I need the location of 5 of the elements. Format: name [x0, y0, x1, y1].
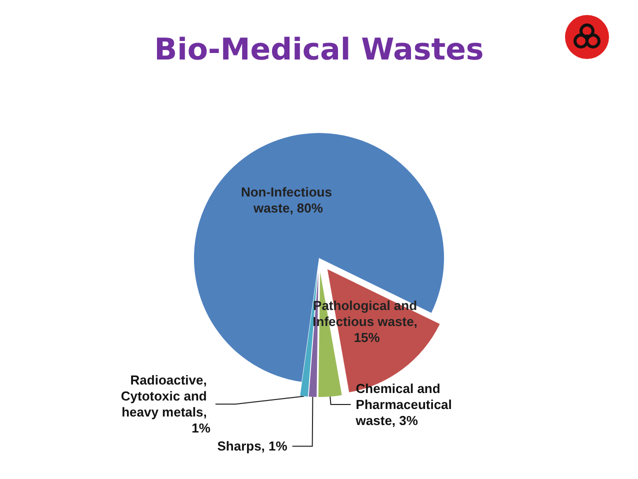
slice-label: Radioactive, Cytotoxic and heavy metals, 1%: [120, 372, 211, 436]
slice-label: Non-Infectious waste, 80%: [240, 184, 336, 216]
slice-label: Sharps, 1%: [217, 438, 288, 454]
chart-title: Bio-Medical Wastes: [154, 32, 484, 68]
slice-label: Chemical and Pharmaceutical waste, 3%: [354, 381, 456, 428]
